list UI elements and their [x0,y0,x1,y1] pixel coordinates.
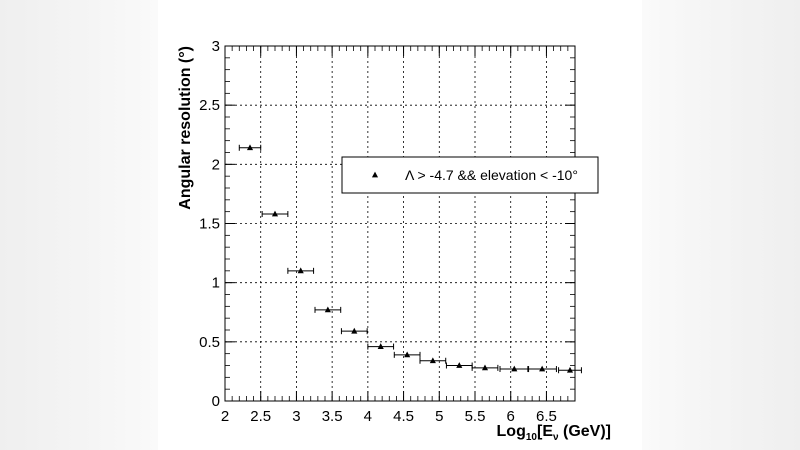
x-axis-label-sub2: ν [553,432,559,443]
data-point-marker [377,343,384,349]
y-tick-label: 0.5 [199,334,220,351]
x-tick-label: 3 [292,408,300,425]
y-tick-label: 3 [212,38,220,55]
data-point-marker [566,366,574,373]
legend-triangle-marker [371,171,379,178]
data-point-marker [511,365,518,372]
data-point-marker [539,365,546,372]
x-tick-label: 6.5 [536,408,557,425]
x-tick-label: 2.5 [250,408,271,425]
x-axis-label-mid: [E [537,423,553,440]
y-tick-label: 0 [212,393,220,410]
x-tick-label: 4 [364,408,372,425]
x-tick-label: 5 [435,408,443,425]
x-tick-label: 2 [221,408,229,425]
x-tick-label: 4.5 [393,408,414,425]
figure-panel [158,0,642,450]
x-tick-label: 6 [507,408,515,425]
x-tick-label: 3.5 [322,408,343,425]
data-point-marker [297,267,304,274]
tick-labels: 2 2.5 3 3.5 4 4.5 5 5.5 6 6.5 0 0.5 1 1.5 2 2.5 3 [199,38,557,425]
y-tick-label: 2 [212,156,220,173]
x-axis-label-prefix: Log [497,423,526,440]
legend-box [341,156,599,194]
data-point-marker [246,144,254,151]
y-tick-label: 1 [212,275,220,292]
x-axis-label-suffix: (GeV)] [559,423,611,440]
x-axis-label: Log10[Eν (GeV)] [497,423,611,443]
x-tick-label: 5.5 [465,408,486,425]
grid [225,46,575,401]
x-axis-label-sub1: 10 [526,432,538,443]
data-point-marker [271,210,279,217]
data-point-marker [351,327,358,334]
data-point-marker [429,357,436,364]
background-right [642,0,800,450]
plot-frame [224,45,576,402]
legend: Λ > -4.7 && elevation < -10° [341,156,599,194]
data-point-marker [324,306,331,313]
data-point-marker [404,351,411,358]
legend-entry-label: Λ > -4.7 && elevation < -10° [405,167,578,183]
data-point-marker [481,364,489,371]
y-tick-label: 2.5 [199,97,220,114]
data-point-marker [456,362,463,368]
y-tick-label: 1.5 [199,216,220,233]
y-axis-label: Angular resolution (°) [177,46,194,210]
data-points [238,144,582,374]
background-left [0,0,158,450]
